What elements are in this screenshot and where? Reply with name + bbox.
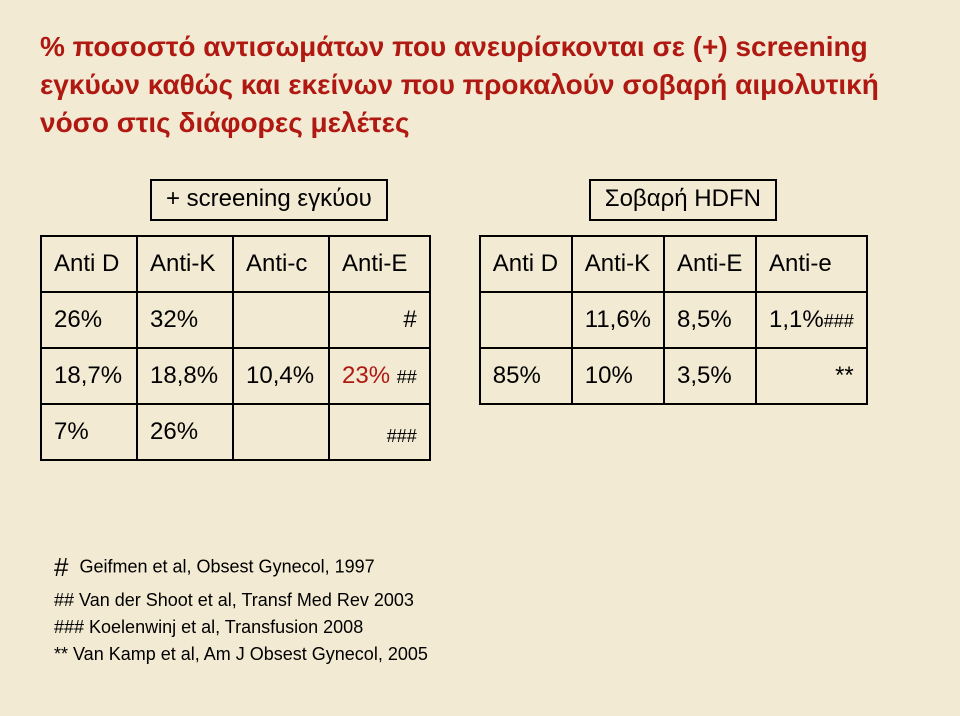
table-cell: 26% (41, 292, 137, 348)
table-header-row: Anti D Anti-K Anti-E Anti-e (480, 236, 867, 292)
header-cell: Anti-E (329, 236, 430, 292)
header-cell: Anti-E (664, 236, 756, 292)
table-header-row: Anti D Anti-K Anti-c Anti-E (41, 236, 430, 292)
right-table: Anti D Anti-K Anti-E Anti-e 11,6% 8,5% 1… (479, 235, 868, 405)
table-cell: 7% (41, 404, 137, 460)
table-cell: 32% (137, 292, 233, 348)
table-cell (233, 404, 329, 460)
table-row: 7% 26% ### (41, 404, 430, 460)
footnotes: # Geifmen et al, Obsest Gynecol, 1997 ##… (54, 548, 428, 668)
table-row: 11,6% 8,5% 1,1%### (480, 292, 867, 348)
table-cell: 85% (480, 348, 572, 404)
table-cell: 1,1%### (756, 292, 867, 348)
header-cell: Anti-K (572, 236, 664, 292)
table-cell: 26% (137, 404, 233, 460)
table-cell: # (329, 292, 430, 348)
header-cell: Anti-c (233, 236, 329, 292)
table-cell: 10,4% (233, 348, 329, 404)
table-cell: 18,7% (41, 348, 137, 404)
left-block: + screening εγκύου Anti D Anti-K Anti-c … (40, 179, 431, 461)
table-row: 18,7% 18,8% 10,4% 23% ## (41, 348, 430, 404)
footnote-line: ## Van der Shoot et al, Transf Med Rev 2… (54, 587, 428, 614)
left-caption: + screening εγκύου (150, 179, 388, 221)
footnote-line: # Geifmen et al, Obsest Gynecol, 1997 (54, 548, 428, 587)
left-table: Anti D Anti-K Anti-c Anti-E 26% 32% # 18… (40, 235, 431, 461)
table-row: 85% 10% 3,5% ** (480, 348, 867, 404)
table-cell: ** (756, 348, 867, 404)
table-cell: 10% (572, 348, 664, 404)
slide: % ποσοστό αντισωμάτων που ανευρίσκονται … (0, 0, 960, 716)
right-block: Σοβαρή HDFN Anti D Anti-K Anti-E Anti-e … (479, 179, 868, 405)
hash-mark: ### (387, 426, 417, 446)
footnote-line: ** Van Kamp et al, Am J Obsest Gynecol, … (54, 641, 428, 668)
hash-mark: ### (824, 311, 854, 331)
header-cell: Anti D (480, 236, 572, 292)
table-row: 26% 32% # (41, 292, 430, 348)
table-cell (480, 292, 572, 348)
table-cell: 18,8% (137, 348, 233, 404)
slide-title: % ποσοστό αντισωμάτων που ανευρίσκονται … (40, 28, 920, 141)
table-cell: ### (329, 404, 430, 460)
footnote-lead: # (54, 548, 68, 587)
table-cell (233, 292, 329, 348)
right-caption: Σοβαρή HDFN (589, 179, 777, 221)
table-cell: 8,5% (664, 292, 756, 348)
tables-row: + screening εγκύου Anti D Anti-K Anti-c … (40, 179, 920, 461)
header-cell: Anti-e (756, 236, 867, 292)
header-cell: Anti D (41, 236, 137, 292)
header-cell: Anti-K (137, 236, 233, 292)
table-cell: 11,6% (572, 292, 664, 348)
hash-mark: ## (397, 367, 417, 387)
table-cell: 3,5% (664, 348, 756, 404)
footnote-text: Geifmen et al, Obsest Gynecol, 1997 (79, 556, 374, 576)
cell-value: 23% (342, 362, 390, 389)
footnote-line: ### Koelenwinj et al, Transfusion 2008 (54, 614, 428, 641)
table-cell: 23% ## (329, 348, 430, 404)
